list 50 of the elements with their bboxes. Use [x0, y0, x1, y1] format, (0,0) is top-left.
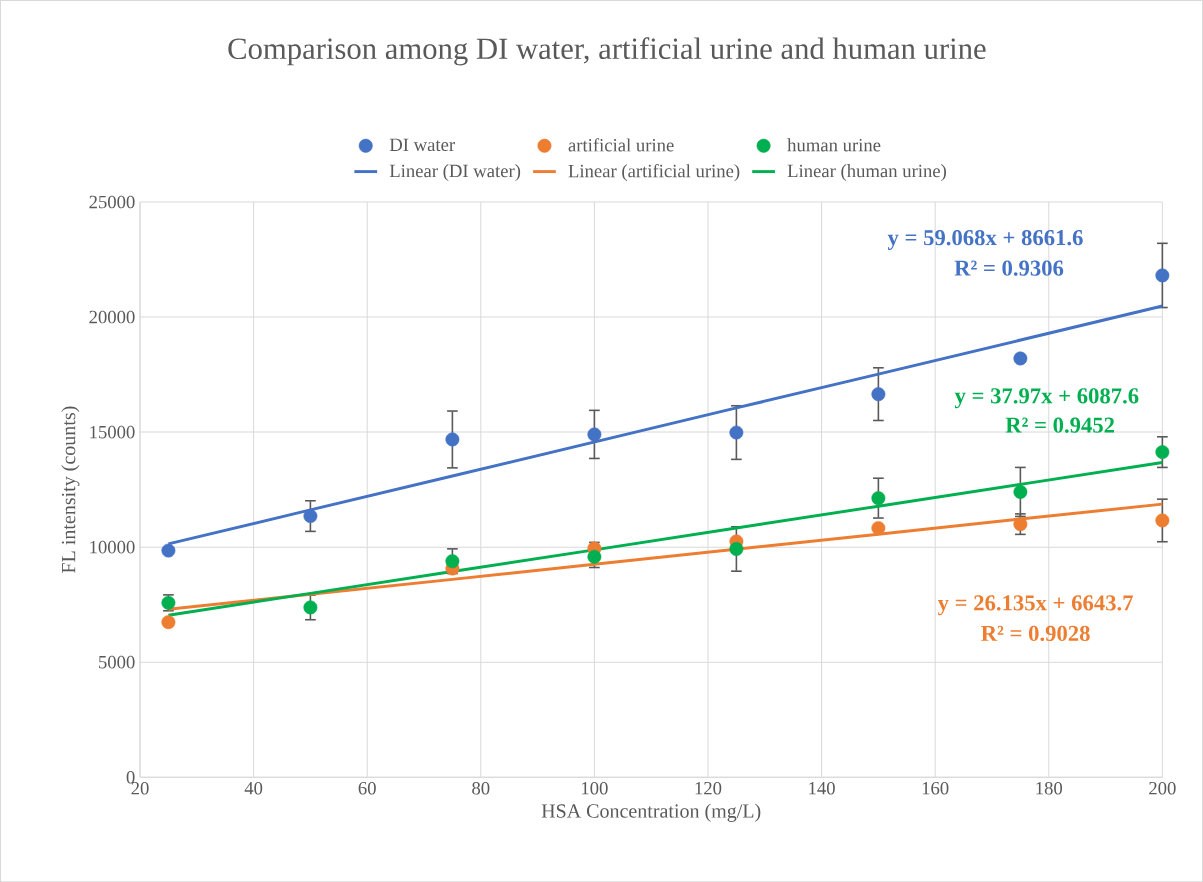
point: [587, 549, 602, 564]
legend-label: DI water: [389, 138, 455, 151]
annotation: R² = 0.9306: [954, 260, 1064, 276]
y-tick-label: 0: [126, 770, 135, 784]
x-tick-label: 140: [809, 781, 835, 795]
point: [445, 554, 460, 569]
annotation: y = 26.135x + 6643.7: [937, 595, 1133, 616]
annotation: y = 59.068x + 8661.6: [887, 229, 1083, 250]
point: [1155, 445, 1170, 459]
x-tick-label: 120: [695, 781, 722, 795]
x-tick-label: 20: [131, 781, 149, 795]
point: [1013, 484, 1028, 499]
legend-label: Linear (artificial urine): [568, 163, 740, 182]
point: [1013, 517, 1028, 531]
y-axis-title: FL intensity (counts): [61, 406, 80, 573]
x-tick-label: 40: [244, 781, 263, 795]
annotation: R² = 0.9028: [981, 625, 1090, 641]
x-tick-label: 100: [582, 781, 608, 795]
legend-label: human urine: [787, 138, 881, 152]
x-tick-label: 160: [922, 781, 949, 795]
point: [303, 600, 318, 615]
y-tick-label: 15000: [90, 425, 135, 439]
x-axis-title: HSA Concentration (mg/L): [541, 803, 761, 822]
point: [729, 425, 744, 440]
point: [1013, 351, 1028, 366]
point: [871, 491, 886, 505]
legend-label: Linear (DI water): [389, 164, 521, 181]
point: [1155, 513, 1170, 528]
point: [871, 521, 886, 535]
legend-label: artificial urine: [568, 138, 674, 152]
y-tick-label: 20000: [89, 310, 135, 324]
x-tick-label: 60: [358, 781, 376, 795]
point: [303, 509, 318, 523]
y-tick-label: 25000: [89, 195, 135, 209]
annotation: y = 37.97x + 6087.6: [954, 388, 1139, 409]
point: [871, 387, 886, 401]
point: [445, 432, 460, 447]
chart-title: Comparison among DI water, artificial urine and human urine: [228, 37, 986, 66]
x-tick-label: 180: [1036, 781, 1063, 795]
point: [161, 615, 176, 629]
annotation: R² = 0.9452: [1005, 417, 1115, 433]
x-tick-label: 200: [1149, 781, 1176, 795]
y-tick-label: 10000: [90, 540, 135, 554]
y-tick-label: 5000: [99, 655, 135, 669]
x-tick-label: 80: [472, 781, 490, 795]
point: [587, 427, 602, 442]
legend-label: Linear (human urine): [787, 164, 947, 181]
point: [729, 541, 744, 556]
point: [1155, 268, 1170, 283]
point: [161, 543, 176, 558]
